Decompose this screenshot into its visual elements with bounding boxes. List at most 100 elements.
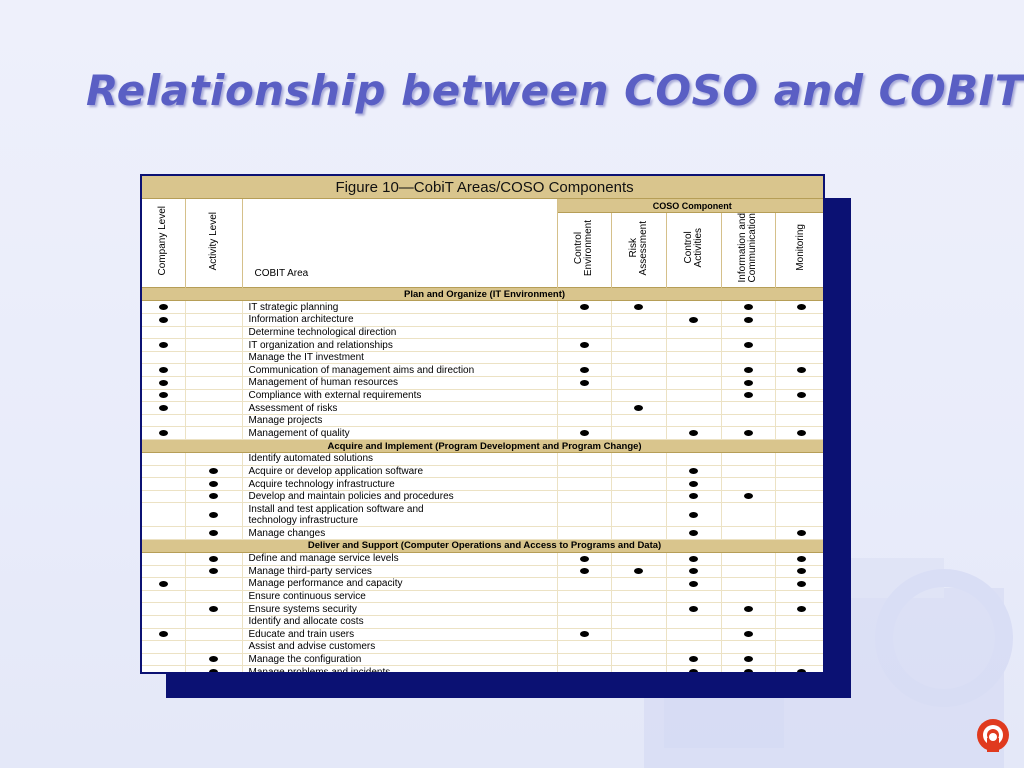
table-row: Management of human resources (142, 376, 823, 390)
coso-column-header: Control Environment (557, 212, 612, 288)
dot-cell (611, 653, 667, 667)
dot-cell (142, 351, 186, 365)
dot-cell (185, 628, 243, 642)
dot-cell (666, 389, 722, 403)
dot-cell (721, 351, 776, 365)
dot-cell (142, 602, 186, 616)
dot-cell (557, 401, 612, 415)
section-row: Plan and Organize (IT Environment) (142, 287, 823, 302)
bullet-icon (634, 568, 643, 575)
dot-cell (666, 401, 722, 415)
dot-cell (666, 526, 722, 540)
table-row: Management of quality (142, 426, 823, 440)
dot-cell (611, 363, 667, 378)
dot-cell (557, 465, 612, 479)
dot-cell (557, 414, 612, 428)
bullet-icon (209, 656, 218, 663)
dot-cell (142, 338, 186, 352)
dot-cell (611, 351, 667, 365)
table-row: Manage changes (142, 526, 823, 540)
bullet-icon (158, 631, 168, 638)
dot-cell (611, 590, 667, 604)
bullet-icon (689, 555, 698, 562)
table-row: Identify automated solutions (142, 452, 823, 466)
dot-cell (775, 452, 823, 466)
dot-cell (557, 602, 612, 616)
dot-cell (142, 414, 186, 428)
dot-cell (666, 640, 722, 654)
dot-cell (557, 590, 612, 604)
coso-column-header: Control Activities (666, 212, 722, 288)
dot-cell (611, 376, 667, 390)
dot-cell (666, 465, 722, 479)
dot-cell (666, 477, 722, 491)
dot-cell (611, 465, 667, 479)
dot-cell (142, 665, 186, 672)
dot-cell (611, 452, 667, 466)
dot-cell (666, 590, 722, 604)
coso-subheader-row: Control Environment Risk Assessment Contro… (142, 212, 823, 288)
bullet-icon (743, 430, 753, 437)
dot-cell (666, 577, 722, 591)
coso-column-header: Risk Assessment (611, 212, 667, 288)
dot-cell (775, 426, 823, 440)
dot-cell (557, 640, 612, 654)
dot-cell (775, 401, 823, 415)
dot-cell (721, 401, 776, 415)
figure-title-row: Figure 10—CobiT Areas/COSO Components (142, 176, 823, 199)
bullet-icon (796, 555, 806, 562)
dot-cell (775, 351, 823, 365)
bullet-icon (579, 555, 589, 562)
table-row: Manage third-party services (142, 565, 823, 579)
cobit-coso-table: Figure 10—CobiT Areas/COSO Components Co… (142, 176, 823, 672)
dot-cell (557, 565, 612, 579)
dot-cell (611, 389, 667, 403)
bullet-icon (743, 304, 753, 311)
bullet-icon (209, 480, 218, 487)
dot-cell (721, 665, 776, 672)
dot-cell (142, 615, 186, 629)
bullet-icon (743, 316, 753, 323)
dot-cell (557, 426, 612, 440)
dot-cell (721, 628, 776, 642)
dot-cell (666, 552, 722, 566)
bullet-icon (743, 668, 753, 672)
dot-cell (775, 653, 823, 667)
dot-cell (611, 552, 667, 566)
dot-cell (611, 665, 667, 672)
dot-cell (142, 313, 186, 327)
dot-cell (775, 526, 823, 540)
cobit-area-label: Acquire technology infrastructure (242, 477, 558, 491)
dot-cell (142, 477, 186, 491)
dot-cell (611, 502, 667, 528)
dot-cell (666, 452, 722, 466)
cobit-area-label: Define and manage service levels (242, 552, 558, 566)
dot-cell (185, 338, 243, 352)
figure-title: Figure 10—CobiT Areas/COSO Components (142, 176, 823, 199)
section-title: Deliver and Support (Computer Operations… (142, 538, 823, 553)
dot-cell (775, 628, 823, 642)
bullet-icon (796, 568, 806, 575)
cobit-area-label: IT organization and relationships (242, 338, 558, 352)
bullet-icon (743, 392, 753, 399)
bullet-icon (158, 367, 168, 374)
table-row: IT organization and relationships (142, 338, 823, 352)
dot-cell (666, 602, 722, 616)
dot-cell (775, 602, 823, 616)
cobit-area-label: Manage changes (242, 526, 558, 540)
bullet-icon (209, 606, 218, 613)
dot-cell (721, 452, 776, 466)
bullet-icon (209, 555, 218, 562)
dot-cell (721, 552, 776, 566)
cobit-area-label: Identify automated solutions (242, 452, 558, 466)
bullet-icon (579, 341, 589, 348)
table-row: Ensure continuous service (142, 590, 823, 604)
bullet-icon (158, 379, 168, 386)
coso-column-label: Monitoring (795, 224, 807, 272)
dot-cell (666, 628, 722, 642)
cobit-area-label: Ensure systems security (242, 602, 558, 616)
dot-cell (557, 389, 612, 403)
dot-cell (611, 577, 667, 591)
dot-cell (775, 477, 823, 491)
dot-cell (775, 490, 823, 504)
